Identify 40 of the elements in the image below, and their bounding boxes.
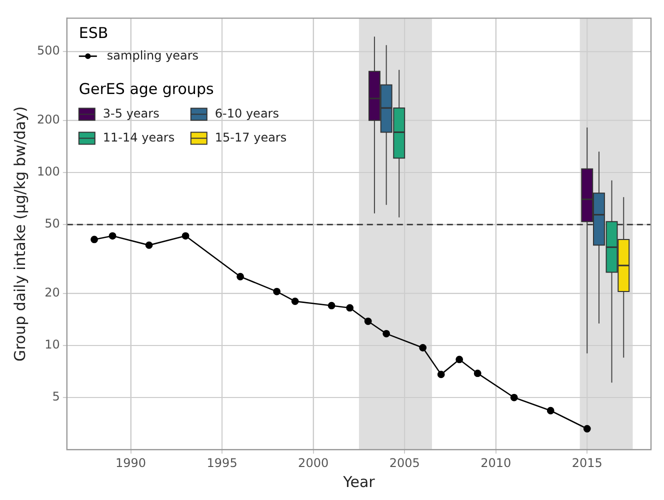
point [437, 370, 445, 378]
point [364, 318, 372, 325]
x-tick-label: 2015 [572, 456, 602, 470]
y-tick-label: 5 [52, 390, 60, 404]
x-tick-label: 2000 [298, 456, 329, 470]
y-tick-label: 500 [37, 44, 60, 58]
legend-label: 15-17 years [214, 130, 287, 144]
point [474, 370, 482, 378]
x-tick-label: 1995 [206, 456, 238, 470]
point [182, 232, 190, 240]
annotation: ESB [78, 24, 108, 42]
y-tick-label: 50 [44, 216, 60, 231]
legend-label: sampling years [106, 48, 199, 62]
x-tick-label: 2010 [480, 456, 512, 470]
point [346, 304, 354, 312]
point [419, 344, 427, 352]
legend-label: 6-10 years [214, 106, 279, 120]
y-tick-label: 20 [44, 286, 60, 300]
point [273, 288, 281, 296]
legend-title: GerES age groups [78, 80, 214, 98]
x-axis-title: Year [342, 472, 376, 491]
point [328, 302, 336, 310]
point [546, 406, 554, 414]
x-tick-label: 1990 [116, 456, 146, 470]
legend-label: 3-5 years [102, 106, 160, 120]
y-axis-title: Group daily intake (µg/kg bw/day) [10, 106, 29, 362]
point [236, 272, 244, 280]
y-tick-label: 10 [44, 338, 60, 352]
legend-label: 11-14 years [102, 130, 175, 144]
y-tick-label: 200 [37, 112, 60, 127]
point [108, 232, 116, 240]
point [145, 241, 153, 249]
point [291, 298, 299, 306]
point [510, 394, 518, 402]
point [583, 425, 591, 432]
point [90, 236, 98, 244]
point [456, 356, 464, 364]
point [382, 330, 390, 338]
x-tick-label: 2005 [389, 456, 420, 470]
y-tick-label: 100 [37, 164, 60, 179]
